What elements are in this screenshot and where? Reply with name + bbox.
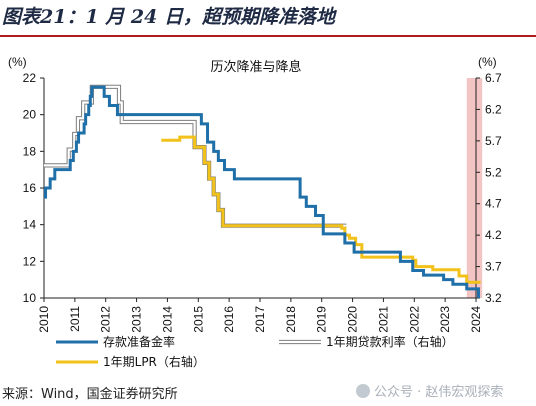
legend-loan-rate-label: 1年期贷款利率（右轴） bbox=[326, 334, 454, 349]
x-tick-label: 2013 bbox=[130, 306, 144, 333]
rate-chart: 101214161820223.23.74.24.75.25.76.26.720… bbox=[8, 55, 502, 369]
legend: 存款准备金率 1年期贷款利率（右轴） 1年期LPR（右轴） bbox=[56, 334, 454, 369]
x-tick-label: 2014 bbox=[160, 306, 174, 333]
watermark-text: 公众号 · 赵伟宏观探索 bbox=[374, 385, 504, 400]
highlight-band bbox=[466, 78, 483, 298]
series-layer bbox=[44, 84, 481, 298]
x-tick-label: 2022 bbox=[407, 306, 421, 333]
highlight-band-layer bbox=[466, 78, 483, 298]
axes-layer: 101214161820223.23.74.24.75.25.76.26.720… bbox=[23, 71, 502, 333]
left-axis-unit: (%) bbox=[8, 55, 27, 69]
right-tick-label: 5.2 bbox=[485, 165, 502, 179]
x-tick-label: 2011 bbox=[68, 306, 82, 332]
left-tick-label: 10 bbox=[23, 291, 37, 305]
wechat-icon bbox=[356, 383, 370, 398]
x-tick-label: 2012 bbox=[99, 306, 113, 333]
left-tick-label: 20 bbox=[23, 108, 37, 122]
lpr-series-line bbox=[161, 135, 481, 284]
x-tick-label: 2018 bbox=[284, 306, 298, 333]
left-tick-label: 16 bbox=[23, 181, 37, 195]
x-tick-label: 2015 bbox=[191, 306, 205, 333]
x-tick-label: 2017 bbox=[253, 306, 267, 333]
x-tick-label: 2010 bbox=[37, 306, 51, 333]
left-tick-label: 22 bbox=[23, 71, 37, 85]
x-tick-label: 2016 bbox=[222, 306, 236, 333]
legend-lpr-label: 1年期LPR（右轴） bbox=[103, 354, 205, 369]
left-tick-label: 12 bbox=[23, 254, 37, 268]
x-tick-label: 2021 bbox=[376, 306, 390, 333]
right-tick-label: 3.7 bbox=[485, 260, 502, 274]
x-tick-label: 2019 bbox=[315, 306, 329, 333]
right-tick-label: 6.7 bbox=[485, 71, 502, 85]
left-tick-label: 18 bbox=[23, 144, 37, 158]
watermark: 公众号 · 赵伟宏观探索 bbox=[356, 381, 503, 400]
x-tick-label: 2024 bbox=[469, 306, 483, 333]
right-tick-label: 4.7 bbox=[485, 197, 502, 211]
right-tick-label: 6.2 bbox=[485, 102, 502, 116]
x-tick-label: 2023 bbox=[438, 306, 452, 333]
chart-title: 历次降准与降息 bbox=[210, 59, 301, 75]
heading-rule bbox=[0, 35, 536, 37]
rrr-series-line bbox=[44, 85, 480, 298]
right-tick-label: 4.2 bbox=[485, 228, 502, 242]
legend-rrr-label: 存款准备金率 bbox=[103, 334, 175, 349]
right-tick-label: 5.7 bbox=[485, 134, 502, 148]
figure-heading: 图表21：1 月 24 日，超预期降准落地 bbox=[2, 6, 335, 28]
right-axis-unit: (%) bbox=[478, 55, 497, 69]
right-tick-label: 3.2 bbox=[485, 291, 502, 305]
left-tick-label: 14 bbox=[23, 218, 37, 232]
source-note: 来源：Wind，国金证券研究所 bbox=[2, 387, 178, 402]
x-tick-label: 2020 bbox=[346, 306, 360, 333]
